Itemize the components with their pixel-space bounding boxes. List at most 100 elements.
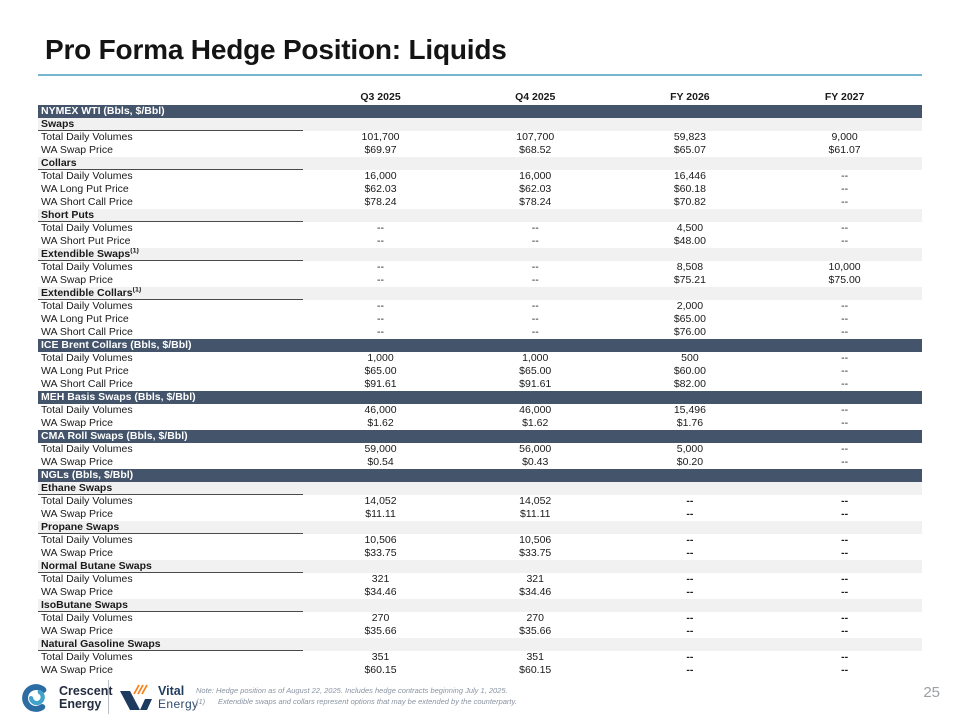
value-cell: -- [841, 547, 849, 559]
value-cell: $60.15 [519, 664, 552, 676]
subsection-header-row: Extendible Swaps(1) [38, 248, 922, 261]
footer-note: Note: Hedge position as of August 22, 20… [196, 686, 517, 707]
title-underline [38, 74, 922, 76]
value-cell [767, 599, 922, 612]
value-cell: 15,496 [673, 404, 706, 416]
row-label: Ethane Swaps [38, 482, 304, 495]
row-label: WA Swap Price [41, 456, 113, 468]
value-cell: $34.46 [519, 586, 552, 598]
table-row: Total Daily Volumes 10,506 10,506 -- -- [38, 534, 922, 547]
value-cell: 101,700 [361, 131, 400, 143]
value-cell: -- [377, 326, 385, 338]
table-row: WA Swap Price $69.97 $68.52 $65.07 $61.07 [38, 144, 922, 157]
subsection-header-row: Collars [38, 157, 922, 170]
value-cell: -- [686, 664, 694, 676]
value-cell: $62.03 [364, 183, 397, 195]
row-label: WA Short Call Price [41, 378, 133, 390]
value-cell [767, 287, 922, 300]
column-header: FY 2027 [824, 91, 865, 103]
value-cell [767, 118, 922, 131]
value-cell: -- [686, 612, 694, 624]
value-cell: -- [377, 222, 385, 234]
value-cell: $70.82 [673, 196, 706, 208]
row-label: WA Short Put Price [41, 235, 131, 247]
table-row: Total Daily Volumes 101,700 107,700 59,823 9… [38, 131, 922, 144]
page-title: Pro Forma Hedge Position: Liquids [45, 34, 507, 65]
value-cell: -- [841, 326, 849, 338]
table-row: Total Daily Volumes 14,052 14,052 -- -- [38, 495, 922, 508]
value-cell [613, 287, 768, 300]
column-header-blank [38, 90, 303, 105]
value-cell: $91.61 [519, 378, 552, 390]
value-cell: 14,052 [364, 495, 397, 507]
value-cell: $82.00 [673, 378, 706, 390]
row-label: WA Swap Price [41, 625, 113, 637]
value-cell: -- [841, 300, 849, 312]
hedge-table-body: NYMEX WTI (Bbls, $/Bbl) Swaps Total Daily … [38, 105, 922, 677]
value-cell: -- [377, 261, 385, 273]
value-cell [613, 248, 768, 261]
value-cell [303, 287, 458, 300]
row-label: WA Swap Price [41, 664, 113, 676]
value-cell: $65.00 [519, 365, 552, 377]
column-header: FY 2026 [670, 91, 710, 103]
value-cell: 46,000 [519, 404, 552, 416]
hedge-position-table: Q3 2025 Q4 2025 FY 2026 FY 2027 NYMEX WT… [38, 90, 922, 677]
value-cell [458, 118, 613, 131]
page-number: 25 [923, 684, 940, 701]
column-header: Q3 2025 [360, 91, 401, 103]
table-row: WA Short Call Price $78.24 $78.24 $70.82 -- [38, 196, 922, 209]
value-cell: -- [841, 417, 849, 429]
value-cell [458, 287, 613, 300]
value-cell [767, 248, 922, 261]
row-label: Extendible Collars(1) [38, 287, 304, 300]
value-cell: $1.76 [676, 417, 704, 429]
table-row: WA Swap Price $0.54 $0.43 $0.20 -- [38, 456, 922, 469]
value-cell: $35.66 [519, 625, 552, 637]
value-cell: 107,700 [516, 131, 555, 143]
table-row: WA Swap Price $1.62 $1.62 $1.76 -- [38, 417, 922, 430]
value-cell: $11.11 [365, 508, 396, 520]
value-cell: 351 [371, 651, 390, 663]
value-cell: -- [841, 456, 849, 468]
value-cell [303, 248, 458, 261]
value-cell: -- [841, 534, 849, 546]
row-label: Short Puts [38, 209, 304, 222]
row-label: WA Swap Price [41, 547, 113, 559]
value-cell: -- [686, 586, 694, 598]
value-cell: -- [841, 625, 849, 637]
value-cell: $0.20 [676, 456, 704, 468]
value-cell: -- [841, 508, 849, 520]
row-label: CMA Roll Swaps (Bbls, $/Bbl) [41, 430, 188, 442]
value-cell [613, 209, 768, 222]
subsection-header-row: Swaps [38, 118, 922, 131]
table-row: Total Daily Volumes -- -- 8,508 10,000 [38, 261, 922, 274]
subsection-header-row: Propane Swaps [38, 521, 922, 534]
value-cell: 321 [371, 573, 390, 585]
table-row: WA Short Call Price $91.61 $91.61 $82.00 -- [38, 378, 922, 391]
value-cell: -- [841, 443, 849, 455]
table-row: Total Daily Volumes 46,000 46,000 15,496 -- [38, 404, 922, 417]
value-cell: 59,000 [364, 443, 397, 455]
row-label: Total Daily Volumes [41, 300, 133, 312]
subsection-header-row: IsoButane Swaps [38, 599, 922, 612]
value-cell: $1.62 [522, 417, 549, 429]
value-cell [303, 209, 458, 222]
table-row: Total Daily Volumes -- -- 2,000 -- [38, 300, 922, 313]
value-cell: $65.07 [673, 144, 706, 156]
row-label: Swaps [38, 118, 304, 131]
value-cell: -- [686, 573, 694, 585]
value-cell [613, 118, 768, 131]
row-label: WA Long Put Price [41, 183, 129, 195]
subsection-header-row: Short Puts [38, 209, 922, 222]
table-row: WA Short Call Price -- -- $76.00 -- [38, 326, 922, 339]
value-cell [303, 521, 458, 534]
row-label: WA Short Call Price [41, 196, 133, 208]
vital-logo-text-line1: Vital [158, 684, 185, 698]
row-label: Total Daily Volumes [41, 222, 133, 234]
value-cell: -- [841, 404, 849, 416]
value-cell [613, 599, 768, 612]
table-row: WA Long Put Price $65.00 $65.00 $60.00 -- [38, 365, 922, 378]
row-label: Collars [38, 157, 304, 170]
